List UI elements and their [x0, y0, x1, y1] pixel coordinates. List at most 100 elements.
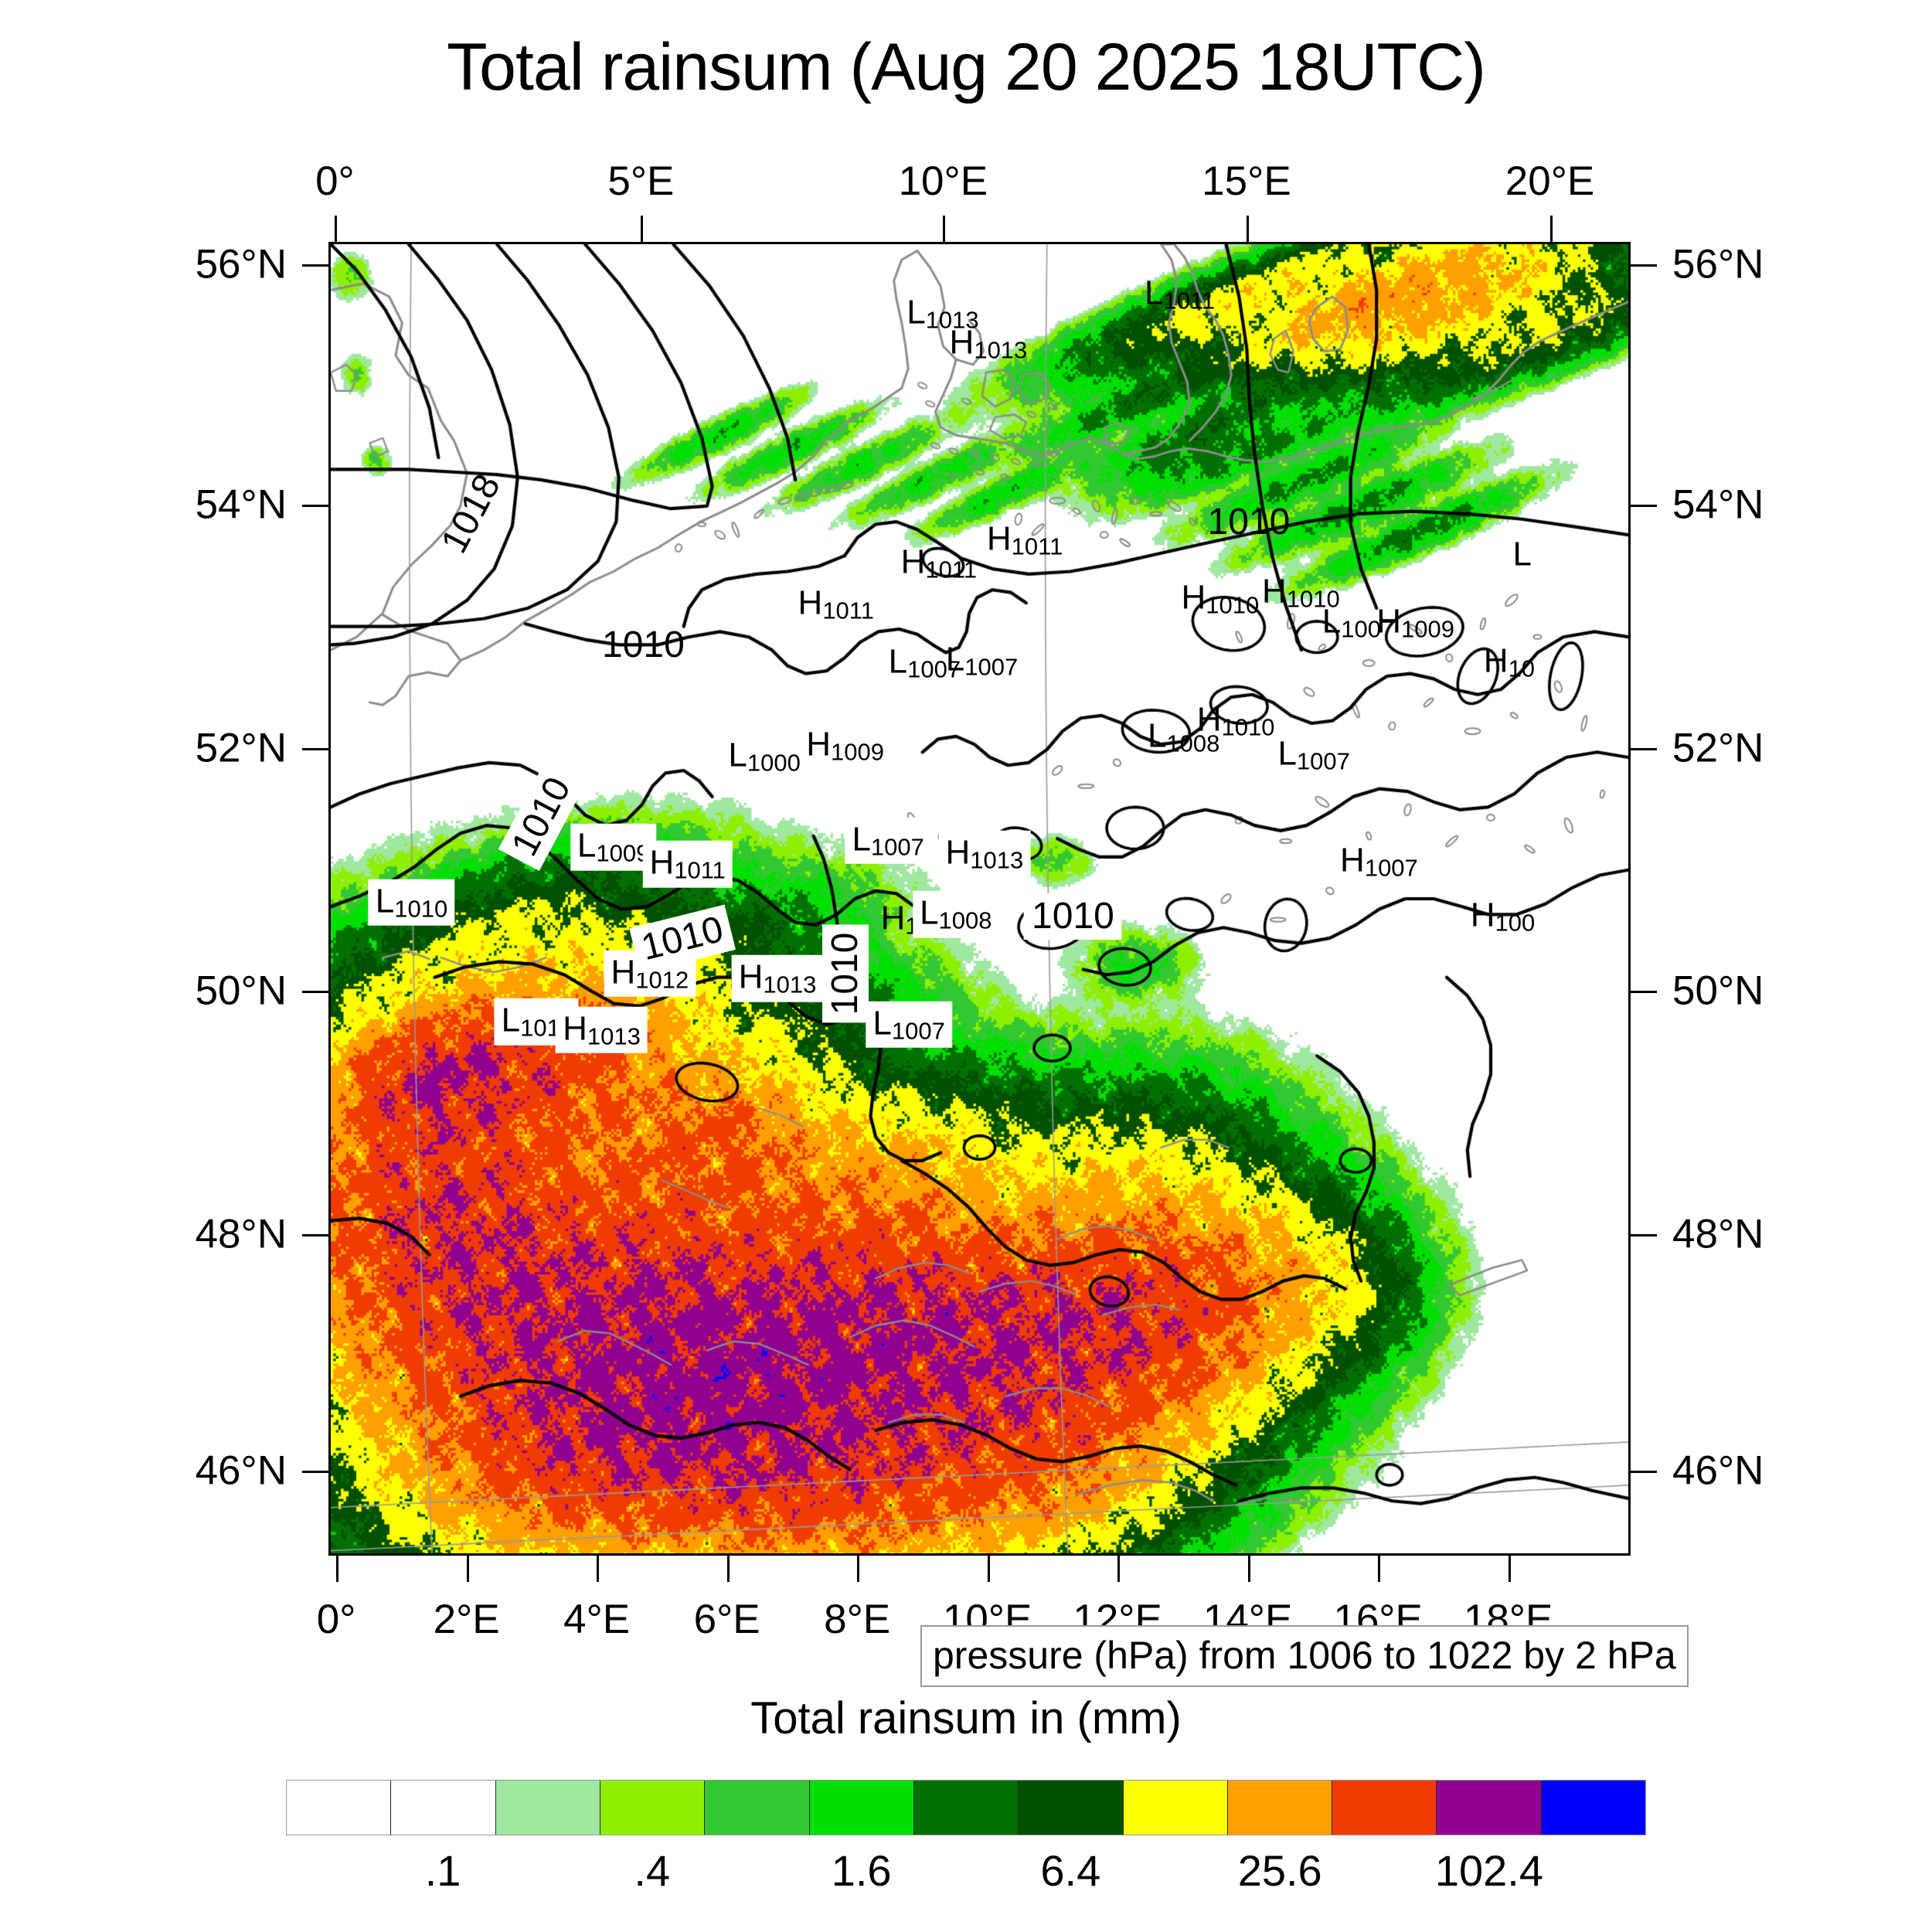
- pressure-letter: H: [1181, 578, 1206, 617]
- axis-label-left-0: 56°N: [195, 241, 287, 287]
- pressure-value: 10: [1508, 654, 1536, 682]
- colorbar-segment-6: [913, 1781, 1019, 1835]
- axis-label-top-0: 0°: [315, 158, 355, 204]
- pressure-system-label-l-0: L1013: [906, 293, 979, 334]
- axis-tick: [1631, 1233, 1657, 1236]
- pressure-system-label-h-8: H1010: [1181, 578, 1260, 619]
- pressure-letter: L: [728, 736, 747, 774]
- axis-tick: [1631, 264, 1657, 267]
- pressure-value: 1007: [891, 1017, 945, 1045]
- axis-label-right-5: 46°N: [1672, 1447, 1764, 1493]
- axis-tick: [1247, 1556, 1250, 1582]
- pressure-system-label-h-29: H1013: [731, 955, 824, 1002]
- colorbar-segment-11: [1437, 1781, 1542, 1835]
- pressure-value: 1013: [925, 306, 979, 334]
- axis-tick: [1631, 1470, 1657, 1473]
- pressure-system-label-h-4: H1011: [900, 543, 978, 583]
- pressure-system-label-h-27: H100: [1471, 899, 1536, 935]
- axis-label-top-3: 15°E: [1202, 158, 1291, 204]
- pressure-value: 1009: [830, 738, 884, 766]
- pressure-system-label-l-2: L1011: [1145, 276, 1215, 312]
- pressure-value: 1013: [763, 971, 817, 998]
- pressure-system-label-h-31: H1013: [556, 1006, 648, 1053]
- pressure-letter: H: [1196, 700, 1222, 739]
- pressure-letter: L: [852, 820, 871, 859]
- axis-tick: [641, 216, 644, 242]
- colorbar-tick-4: 25.6: [1237, 1846, 1322, 1895]
- pressure-system-label-l-18: L1000: [721, 733, 808, 781]
- axis-tick: [943, 216, 946, 242]
- axis-label-top-2: 10°E: [898, 158, 988, 204]
- pressure-value: 1011: [925, 556, 978, 583]
- pressure-value: 1010: [1221, 713, 1275, 741]
- axis-label-left-3: 50°N: [195, 968, 287, 1014]
- pressure-letter: H: [986, 519, 1012, 558]
- pressure-letter: H: [611, 953, 636, 992]
- colorbar-segment-1: [391, 1781, 496, 1835]
- pressure-letter: L: [1277, 735, 1297, 774]
- axis-label-bottom-4: 8°E: [824, 1597, 891, 1642]
- pressure-letter: L: [375, 882, 395, 920]
- pressure-system-label-h-5: H1011: [798, 586, 874, 622]
- pressure-system-label-h-11: H1009: [1376, 604, 1454, 641]
- pressure-system-label-l-6: L1007: [889, 645, 961, 682]
- axis-tick: [1246, 216, 1249, 242]
- axis-tick: [987, 1556, 990, 1582]
- pressure-system-label-l-19: L1009: [570, 824, 657, 871]
- axis-tick: [857, 1556, 860, 1582]
- axis-tick: [302, 264, 328, 267]
- pressure-letter: H: [1376, 602, 1401, 641]
- pressure-letter: L: [1321, 602, 1342, 641]
- pressure-system-label-h-1: H1013: [950, 325, 1028, 362]
- contour-label-1010-5: 1010: [821, 924, 869, 1022]
- pressure-value: 1013: [587, 1022, 641, 1049]
- pressure-value: 1000: [747, 749, 801, 777]
- axis-tick: [1631, 747, 1657, 750]
- pressure-letter: H: [1261, 572, 1287, 611]
- axis-label-left-1: 54°N: [195, 481, 287, 528]
- pressure-system-label-h-13: H10: [1484, 644, 1535, 680]
- axis-tick: [1549, 216, 1553, 242]
- colorbar-segment-8: [1123, 1781, 1228, 1835]
- pressure-letter: H: [563, 1009, 587, 1048]
- pressure-letter: H: [900, 543, 926, 581]
- axis-tick: [1378, 1556, 1381, 1582]
- axis-label-left-5: 46°N: [195, 1447, 287, 1493]
- colorbar-segment-2: [495, 1781, 600, 1835]
- pressure-letter: L: [906, 293, 926, 332]
- pressure-letter: H: [738, 958, 764, 997]
- pressure-system-label-h-14: H1010: [1196, 700, 1275, 741]
- colorbar-segment-9: [1227, 1781, 1333, 1835]
- colorbar[interactable]: [286, 1780, 1646, 1835]
- colorbar-segment-5: [809, 1781, 914, 1835]
- pressure-letter: L: [888, 643, 908, 682]
- pressure-value: 1010: [1206, 591, 1260, 619]
- axis-tick: [466, 1556, 469, 1582]
- contour-label-1010-2: 1010: [602, 624, 685, 665]
- colorbar-tick-0: .1: [424, 1846, 461, 1895]
- colorbar-segment-0: [287, 1781, 392, 1835]
- axis-label-right-4: 48°N: [1672, 1211, 1764, 1257]
- pressure-value: 1008: [938, 906, 992, 934]
- axis-tick: [1117, 1556, 1121, 1582]
- page-title: Total rainsum (Aug 20 2025 18UTC): [447, 30, 1486, 104]
- colorbar-segment-3: [600, 1781, 706, 1835]
- pressure-letter: H: [1340, 841, 1365, 879]
- colorbar-segment-10: [1332, 1781, 1437, 1835]
- colorbar-tick-3: 6.4: [1040, 1846, 1101, 1895]
- axis-tick: [726, 1556, 730, 1582]
- colorbar-segment-4: [705, 1781, 810, 1835]
- axis-tick: [302, 747, 328, 750]
- pressure-letter: L: [920, 893, 939, 932]
- pressure-value: 1007: [1296, 747, 1350, 775]
- colorbar-segment-7: [1019, 1781, 1124, 1835]
- pressure-system-label-l-10: L1007: [1322, 604, 1394, 641]
- pressure-letter: L: [501, 1002, 521, 1040]
- axis-tick: [336, 1556, 339, 1582]
- pressure-value: 1010: [1286, 584, 1340, 612]
- pressure-value: 1007: [907, 655, 961, 683]
- axis-label-left-2: 52°N: [195, 725, 287, 770]
- pressure-system-label-l-32: L1007: [866, 1001, 952, 1049]
- pressure-system-label-h-3: H1011: [987, 522, 1063, 558]
- pressure-letter: L: [1512, 535, 1532, 573]
